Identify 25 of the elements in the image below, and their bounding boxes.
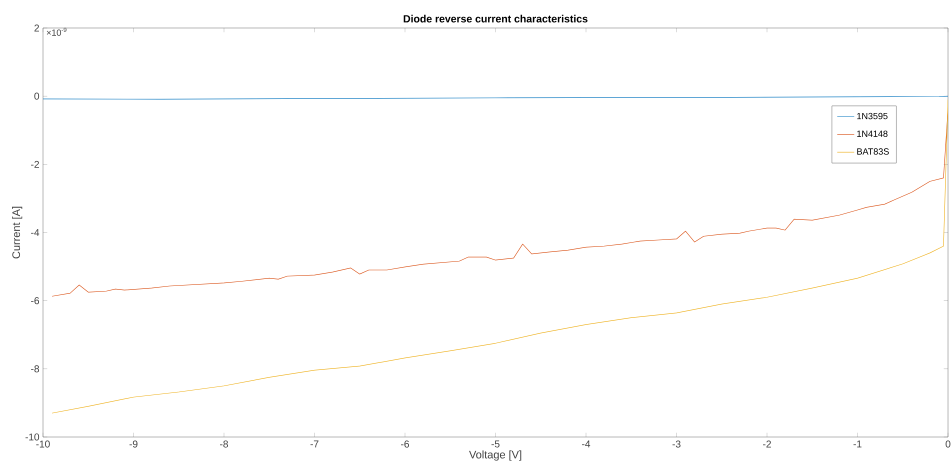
x-tick-label: -7: [310, 440, 318, 448]
y-tick-label: -10: [26, 433, 40, 441]
x-axis-title: Voltage [V]: [469, 450, 522, 461]
x-tick-label: -9: [130, 440, 138, 448]
x-tick-label: -6: [401, 440, 409, 448]
x-tick-label: -5: [492, 440, 500, 448]
annotation: ×10$^{-9}$: [46, 28, 66, 36]
y-tick-label: -6: [31, 297, 40, 304]
x-tick-label: -1: [854, 440, 862, 448]
y-tick-label: -2: [31, 160, 39, 168]
y-tick-label: 0: [34, 92, 40, 100]
x-tick-label: -2: [763, 440, 771, 448]
line-series: [52, 99, 948, 414]
x-tick-label: -4: [582, 440, 590, 448]
chart-title: Diode reverse current characteristics: [404, 14, 588, 22]
legend-label: 1N4148: [857, 130, 888, 137]
y-axis-title: Current [A]: [12, 206, 22, 258]
y-tick-label: -8: [31, 365, 40, 372]
x-tick-label: 0: [946, 440, 950, 448]
x-tick-label: -8: [220, 440, 228, 448]
y-tick-label: -4: [31, 229, 40, 236]
x-tick-label: -3: [672, 440, 681, 448]
legend-label: BAT83S: [857, 148, 889, 155]
legend-label: 1N3595: [857, 112, 888, 120]
y-tick-label: 2: [34, 24, 39, 32]
